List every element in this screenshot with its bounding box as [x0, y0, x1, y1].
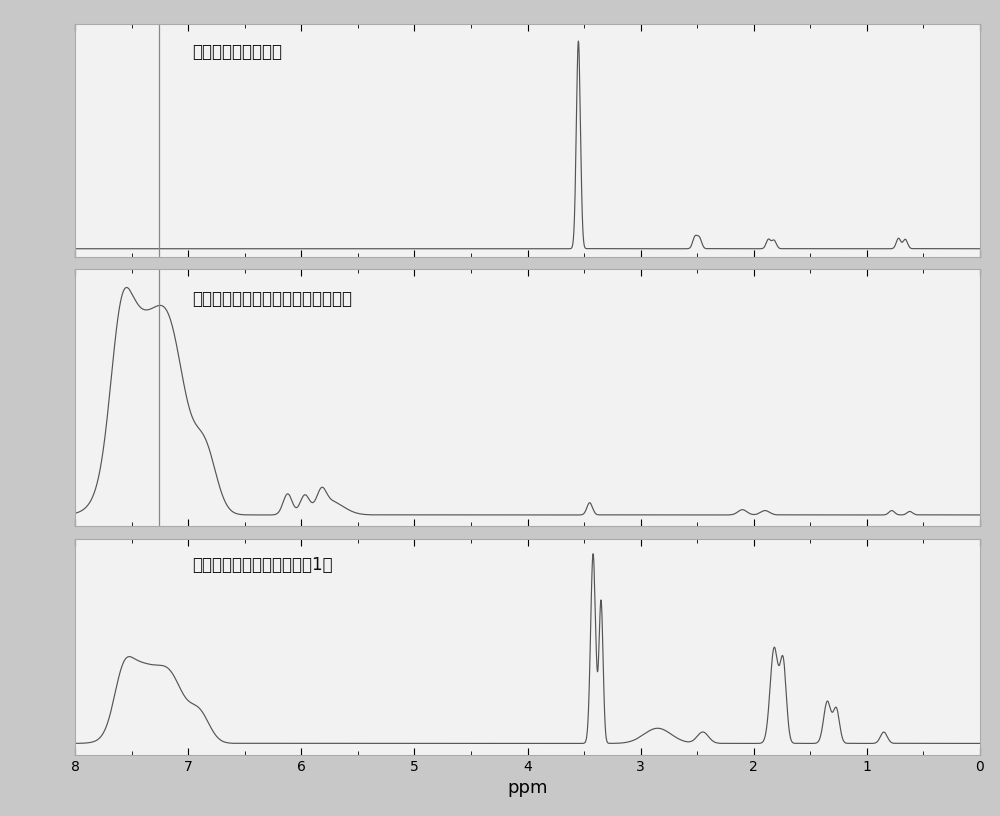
Text: 疏丙基三甲氧基硅烷: 疏丙基三甲氧基硅烷	[193, 43, 283, 61]
Text: 梯形聚硅倍半氧烷衍生物（1）: 梯形聚硅倍半氧烷衍生物（1）	[193, 556, 333, 574]
Text: 含苯基和乙烯基的梯形聚硅倍半氧烷: 含苯基和乙烯基的梯形聚硅倍半氧烷	[193, 290, 353, 308]
X-axis label: ppm: ppm	[507, 779, 548, 797]
